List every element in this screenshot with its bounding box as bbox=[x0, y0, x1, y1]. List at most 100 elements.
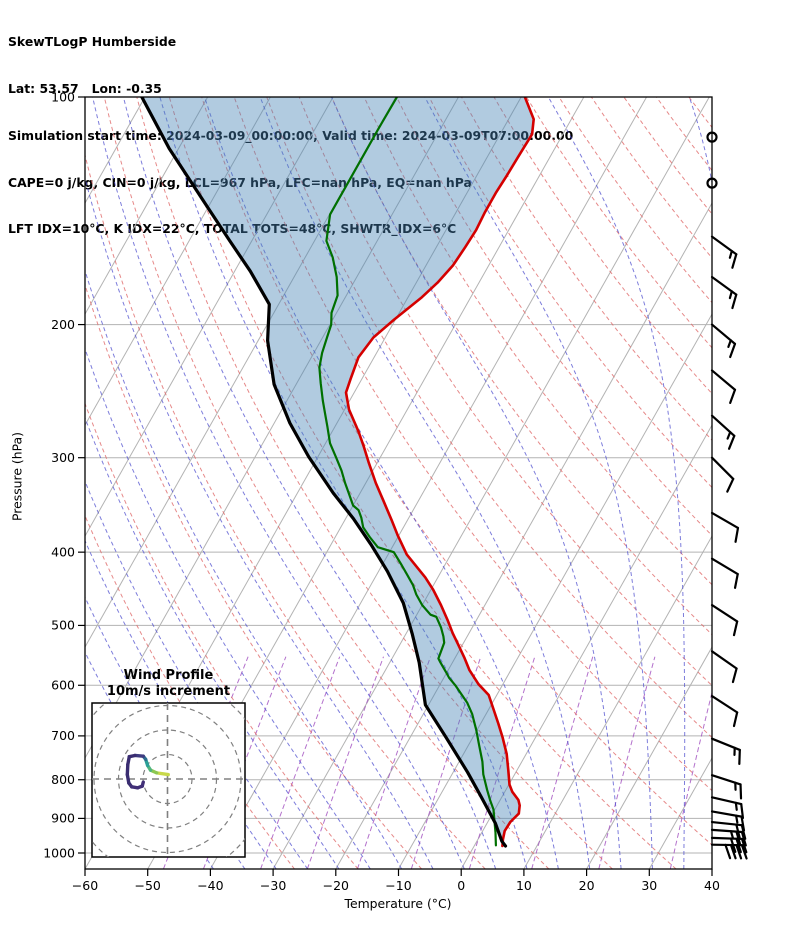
dry-adiabat-line bbox=[233, 97, 712, 792]
parcel-curve bbox=[140, 97, 508, 848]
dry-adiabat-line bbox=[298, 97, 712, 687]
calm-wind-circle bbox=[706, 131, 718, 143]
wind-barb-feather bbox=[729, 388, 737, 405]
header-latlon: Lat: 53.57 Lon: -0.35 bbox=[8, 80, 162, 96]
wind-barb-feather bbox=[740, 844, 748, 860]
mixing-ratio-line bbox=[260, 656, 341, 869]
wind-barb-feather bbox=[740, 830, 747, 847]
dry-adiabat-line bbox=[590, 97, 712, 259]
hodograph-subtitle: 10m/s increment bbox=[107, 684, 230, 699]
y-tick-label: 200 bbox=[51, 317, 75, 332]
calm-wind-circle bbox=[706, 177, 718, 189]
mixing-ratio-line bbox=[306, 656, 384, 869]
y-tick-label: 100 bbox=[51, 89, 75, 104]
wind-barb-feather bbox=[740, 802, 745, 820]
mixing-ratio-line bbox=[356, 656, 431, 869]
x-tick-label: −40 bbox=[197, 878, 223, 893]
mixing-ratio-line bbox=[410, 656, 482, 869]
mixing-ratio-line bbox=[202, 656, 287, 869]
isotherm-line bbox=[711, 867, 712, 869]
y-tick-label: 500 bbox=[51, 618, 75, 633]
hodograph-title: Wind Profile bbox=[124, 668, 214, 683]
wind-barb-half-feather bbox=[734, 801, 738, 811]
header-indices-2: LFT IDX=10°C, K IDX=22°C, TOTAL TOTS=48°… bbox=[8, 221, 457, 237]
wind-barb-feather bbox=[731, 667, 738, 684]
isotherm-line bbox=[586, 646, 712, 869]
y-tick-label: 800 bbox=[51, 772, 75, 787]
dry-adiabat-line bbox=[493, 97, 712, 395]
moist-adiabat-line bbox=[85, 268, 403, 869]
isotherm-line bbox=[272, 97, 710, 869]
wind-barb-feather bbox=[740, 824, 747, 840]
isotherm-line bbox=[398, 313, 712, 869]
x-tick-label: 20 bbox=[579, 878, 595, 893]
wind-barbs bbox=[706, 131, 748, 860]
y-tick-label: 300 bbox=[51, 450, 75, 465]
wind-barb-feather bbox=[734, 526, 740, 543]
wind-barb-feather bbox=[731, 253, 738, 269]
wind-barb-feather bbox=[729, 843, 737, 860]
x-tick-label: −60 bbox=[72, 878, 98, 893]
mixing-ratio-line bbox=[531, 656, 594, 869]
wind-barb-feather bbox=[726, 477, 735, 493]
moist-adiabat-line bbox=[259, 97, 591, 869]
x-tick-label: 40 bbox=[704, 878, 720, 893]
dry-adiabat-line bbox=[461, 97, 712, 441]
wind-barb-staff bbox=[710, 694, 739, 714]
moist-adiabat-line bbox=[159, 97, 528, 869]
x-axis-label: Temperature (°C) bbox=[344, 896, 452, 911]
wind-barb-half-feather bbox=[729, 830, 734, 840]
y-tick-label: 700 bbox=[51, 728, 75, 743]
hodograph-trace-segment bbox=[140, 780, 145, 788]
x-tick-label: 10 bbox=[516, 878, 532, 893]
mixing-ratio-line bbox=[468, 656, 536, 869]
moist-adiabat-line bbox=[204, 97, 559, 869]
x-tick-label: −10 bbox=[385, 878, 411, 893]
y-tick-label: 900 bbox=[51, 811, 75, 826]
isotherm-line bbox=[460, 424, 712, 869]
isotherm-line bbox=[85, 97, 271, 427]
wind-barb-staff bbox=[710, 557, 739, 576]
wind-barb-feather bbox=[724, 843, 732, 860]
x-tick-label: −20 bbox=[323, 878, 349, 893]
wind-barb-feather bbox=[729, 342, 737, 359]
plot-area bbox=[85, 97, 712, 869]
hodograph-ring bbox=[93, 704, 242, 854]
moist-adiabat-line bbox=[85, 347, 371, 869]
y-tick-label: 600 bbox=[51, 678, 75, 693]
dry-adiabats bbox=[85, 97, 712, 869]
wind-barb-staff bbox=[710, 604, 739, 623]
moist-adiabat-line bbox=[122, 97, 497, 869]
dry-adiabat-line bbox=[623, 97, 712, 215]
wind-barb-feather bbox=[732, 620, 739, 637]
wind-barb-staff bbox=[710, 511, 740, 530]
moist-adiabat-line bbox=[688, 97, 712, 185]
mixing-ratio-line bbox=[598, 656, 656, 869]
wind-barb-feather bbox=[732, 711, 739, 728]
wind-barb-half-feather bbox=[735, 814, 739, 824]
isotherm-line bbox=[209, 97, 648, 869]
y-axis-label: Pressure (hPa) bbox=[9, 432, 25, 521]
x-tick-label: −50 bbox=[135, 878, 161, 893]
hodograph-ring bbox=[142, 753, 193, 805]
wind-barb-feather bbox=[733, 573, 739, 589]
moist-adiabat-line bbox=[547, 97, 686, 869]
mixing-ratio-line bbox=[669, 690, 712, 869]
hodograph-ring bbox=[117, 729, 218, 829]
isotherm-line bbox=[85, 97, 397, 649]
dry-adiabat-line bbox=[396, 97, 712, 537]
y-tick-label: 1000 bbox=[43, 845, 75, 860]
dry-adiabat-line bbox=[85, 153, 486, 869]
wind-barb-staff bbox=[710, 650, 738, 670]
hodograph-grid bbox=[92, 703, 245, 857]
dry-adiabat-line bbox=[363, 97, 712, 586]
wind-barb-feather bbox=[727, 434, 736, 450]
x-tick-label: −30 bbox=[260, 878, 286, 893]
dry-adiabat-line bbox=[85, 402, 359, 869]
wind-barb-feather bbox=[735, 844, 743, 860]
wind-barb-staff bbox=[710, 369, 737, 391]
